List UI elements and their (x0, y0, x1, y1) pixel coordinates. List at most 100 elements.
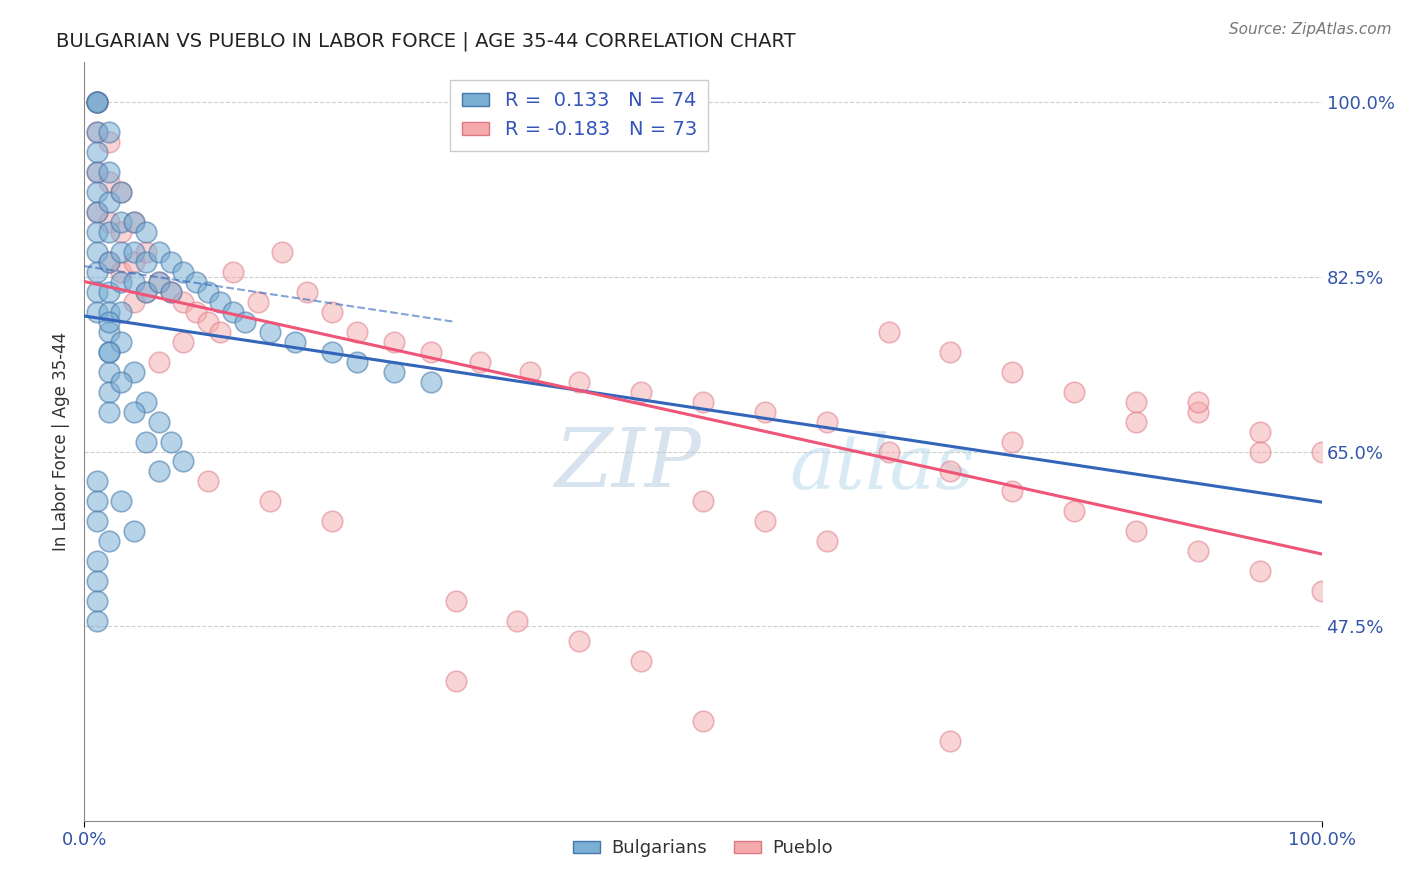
Point (86, 205, 108, 219)
Point (122, 244, 145, 259)
Point (98, 125, 121, 139)
Point (1063, 384, 1085, 399)
Point (135, 434, 157, 449)
Point (1001, 434, 1024, 449)
Point (98, 135, 121, 149)
Point (86, 125, 108, 139)
Point (246, 294, 269, 309)
Point (197, 475, 219, 489)
Point (135, 244, 157, 259)
Point (98, 175, 121, 189)
Point (1187, 394, 1209, 409)
Point (86, 95, 108, 110)
Point (122, 215, 145, 229)
Point (222, 305, 245, 319)
Point (135, 255, 157, 269)
Point (321, 514, 343, 528)
Point (110, 305, 132, 319)
Point (346, 325, 368, 339)
Point (122, 524, 145, 539)
Point (1001, 484, 1024, 499)
Point (233, 315, 256, 329)
Text: ZIP: ZIP (554, 425, 702, 504)
Point (122, 255, 145, 269)
Point (86, 165, 108, 179)
Point (184, 305, 207, 319)
Point (86, 244, 108, 259)
Point (148, 465, 170, 479)
Point (98, 165, 121, 179)
Point (939, 465, 962, 479)
Point (110, 185, 132, 199)
Point (877, 444, 900, 458)
Point (1310, 584, 1333, 599)
Point (110, 334, 132, 349)
Point (939, 344, 962, 359)
Point (122, 215, 145, 229)
Point (172, 294, 194, 309)
Legend: Bulgarians, Pueblo: Bulgarians, Pueblo (567, 832, 839, 864)
Point (692, 494, 714, 508)
Point (295, 285, 318, 299)
Point (222, 265, 245, 279)
Point (321, 344, 343, 359)
Point (98, 365, 121, 379)
Point (122, 404, 145, 418)
Point (98, 404, 121, 418)
Point (86, 285, 108, 299)
Point (1249, 444, 1271, 458)
Point (160, 255, 183, 269)
Point (568, 375, 591, 389)
Text: atlas: atlas (790, 431, 974, 505)
Point (160, 434, 183, 449)
Point (122, 275, 145, 289)
Point (98, 255, 121, 269)
Point (86, 95, 108, 110)
Point (172, 454, 194, 468)
Point (172, 265, 194, 279)
Point (754, 404, 776, 418)
Point (1001, 365, 1024, 379)
Y-axis label: In Labor Force | Age 35-44: In Labor Force | Age 35-44 (52, 332, 70, 551)
Point (110, 244, 132, 259)
Point (86, 305, 108, 319)
Point (197, 285, 219, 299)
Point (110, 375, 132, 389)
Point (148, 275, 170, 289)
Point (1187, 544, 1209, 558)
Point (519, 365, 541, 379)
Point (110, 265, 132, 279)
Point (110, 225, 132, 239)
Point (160, 285, 183, 299)
Point (86, 225, 108, 239)
Point (148, 275, 170, 289)
Point (1125, 524, 1147, 539)
Text: BULGARIAN VS PUEBLO IN LABOR FORCE | AGE 35-44 CORRELATION CHART: BULGARIAN VS PUEBLO IN LABOR FORCE | AGE… (56, 31, 796, 51)
Point (259, 494, 281, 508)
Point (135, 285, 157, 299)
Point (86, 494, 108, 508)
Point (1310, 444, 1333, 458)
Point (184, 275, 207, 289)
Point (148, 244, 170, 259)
Point (98, 215, 121, 229)
Point (1063, 504, 1085, 518)
Point (98, 384, 121, 399)
Point (1125, 394, 1147, 409)
Point (444, 673, 467, 688)
Point (86, 265, 108, 279)
Point (271, 244, 294, 259)
Point (419, 344, 441, 359)
Point (110, 215, 132, 229)
Point (86, 165, 108, 179)
Point (160, 285, 183, 299)
Point (197, 315, 219, 329)
Point (122, 294, 145, 309)
Point (86, 95, 108, 110)
Point (172, 334, 194, 349)
Point (284, 334, 307, 349)
Point (86, 594, 108, 608)
Point (86, 475, 108, 489)
Point (98, 195, 121, 210)
Point (209, 294, 232, 309)
